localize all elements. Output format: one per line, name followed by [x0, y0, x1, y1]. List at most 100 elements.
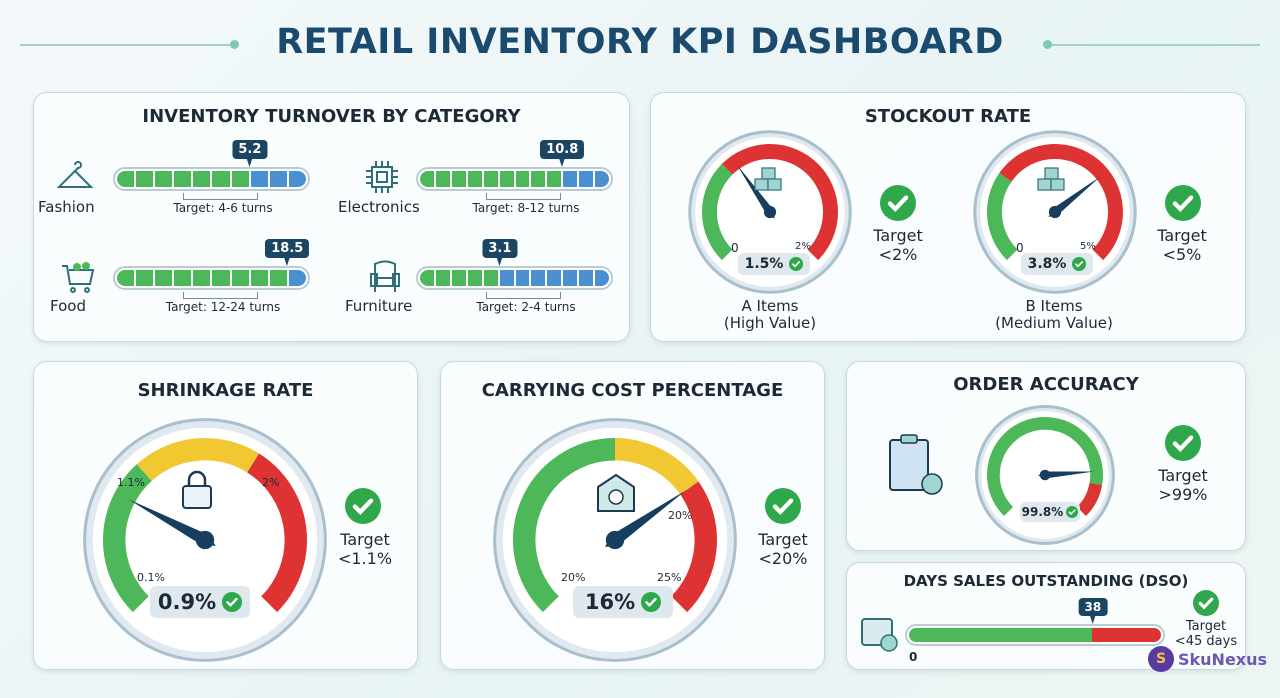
gauge-a-zone [702, 163, 733, 261]
turnover-target: Target: 4-6 turns [173, 201, 273, 215]
carrying-target: Target <20% [743, 530, 823, 568]
bar-segment [193, 171, 211, 187]
bar-segment [269, 171, 287, 187]
dso-bar-fill [909, 628, 1092, 642]
dso-target: Target <45 days [1170, 619, 1242, 649]
check-circle-icon [1072, 257, 1087, 271]
check-circle-icon [222, 592, 243, 612]
bar-segment [269, 270, 287, 286]
target-bracket [183, 193, 258, 200]
bar-segment [595, 270, 610, 286]
bar-segment [435, 171, 450, 187]
check-circle-icon [789, 257, 804, 271]
carrying-gauge-zone [614, 438, 699, 495]
accuracy-value: 99.8% [1021, 505, 1064, 519]
shrinkage-gauge-zone [246, 453, 307, 613]
target-value: <45 days [1174, 634, 1238, 649]
bar-segment [547, 171, 562, 187]
accuracy-title: ORDER ACCURACY [953, 374, 1139, 395]
shrinkage-value: 0.9% [157, 590, 217, 614]
check-circle-icon [765, 488, 801, 524]
target-value: <20% [758, 549, 808, 568]
gauge-b-max: 5% [1080, 241, 1096, 252]
bar-segment [515, 171, 530, 187]
accuracy-gauge-zone [1076, 482, 1103, 517]
gauge-a-sub: (High Value) [723, 314, 817, 332]
target-value: <5% [1162, 245, 1202, 264]
target-bracket [486, 292, 561, 299]
target-label: Target [1157, 226, 1207, 245]
bar-segment [467, 171, 482, 187]
bar-segment [595, 171, 610, 187]
bar-segment [174, 171, 192, 187]
carrying-gauge-zone [671, 481, 717, 613]
turnover-bar-food [113, 266, 310, 290]
gauge-b-name: B Items [1025, 297, 1083, 315]
brand-logo: S [1148, 646, 1174, 672]
target-bracket [486, 193, 561, 200]
bar-segment [231, 270, 249, 286]
bar-segment [155, 171, 173, 187]
warehouse-icon [608, 489, 624, 505]
gauge-b-readout: 3.8% [1021, 253, 1093, 275]
target-label: Target [758, 530, 808, 549]
gauge-a-readout: 1.5% [738, 253, 810, 275]
turnover-target: Target: 8-12 turns [472, 201, 580, 215]
carrying-value: 16% [584, 590, 636, 614]
clipboard-check-icon [921, 473, 943, 495]
dso-title: DAYS SALES OUTSTANDING (DSO) [903, 572, 1189, 590]
bar-segment [155, 270, 173, 286]
turnover-value-marker: 5.2 [232, 140, 268, 167]
gauge-b-min: 0 [1016, 241, 1024, 255]
stockout-title: STOCKOUT RATE [864, 106, 1032, 127]
bar-segment [117, 171, 135, 187]
shrinkage-low-tick: 0.1% [137, 571, 165, 584]
bar-segment [288, 171, 306, 187]
target-bracket [183, 292, 258, 299]
turnover-value-marker: 3.1 [482, 239, 518, 266]
gauge-b-boxes-icon [1044, 167, 1059, 180]
bar-segment [499, 171, 514, 187]
check-circle-icon [1165, 185, 1201, 221]
carrying-high-tick: 25% [657, 571, 682, 584]
category-label: Food [50, 297, 86, 315]
bar-segment [136, 171, 154, 187]
target-value: >99% [1158, 485, 1208, 504]
brand-name: SkuNexus [1178, 650, 1268, 669]
bar-segment [212, 171, 230, 187]
shrinkage-mid-tick: 1.1% [117, 476, 145, 489]
check-circle-icon [1165, 425, 1201, 461]
armchair-icon [365, 256, 405, 296]
turnover-value-marker: 10.8 [540, 140, 585, 167]
bar-segment [547, 270, 562, 286]
carrying-readout: 16% [573, 586, 673, 618]
cart-icon [60, 256, 100, 296]
clipboard-icon [900, 434, 918, 444]
dso-bar-overflow [1092, 628, 1161, 642]
accuracy-readout: 99.8% [1020, 502, 1080, 522]
category-label: Furniture [345, 297, 413, 315]
bar-segment [212, 270, 230, 286]
bar-segment [231, 171, 249, 187]
bar-segment [515, 270, 530, 286]
gauge-a-value: 1.5% [744, 256, 784, 272]
gauge-b-target: Target <5% [1142, 226, 1222, 264]
gauge-b-label: B Items (Medium Value) [979, 298, 1129, 332]
title-divider-left [20, 44, 230, 46]
bar-segment [451, 171, 466, 187]
turnover-bar-fashion [113, 167, 310, 191]
category-label: Electronics [338, 198, 420, 216]
turnover-bar-furniture [416, 266, 613, 290]
turnover-bar-electronics [416, 167, 613, 191]
dso-bar [905, 624, 1165, 646]
bar-segment [563, 171, 578, 187]
bar-segment [250, 270, 268, 286]
bar-segment [420, 171, 434, 187]
check-circle-icon [880, 185, 916, 221]
chip-icon [362, 157, 402, 197]
shrinkage-gauge-needle [128, 499, 216, 546]
lock-icon [182, 485, 212, 509]
bar-segment [531, 270, 546, 286]
gauge-b-boxes-icon [1037, 178, 1052, 191]
gauge-b-boxes-icon [1050, 178, 1065, 191]
